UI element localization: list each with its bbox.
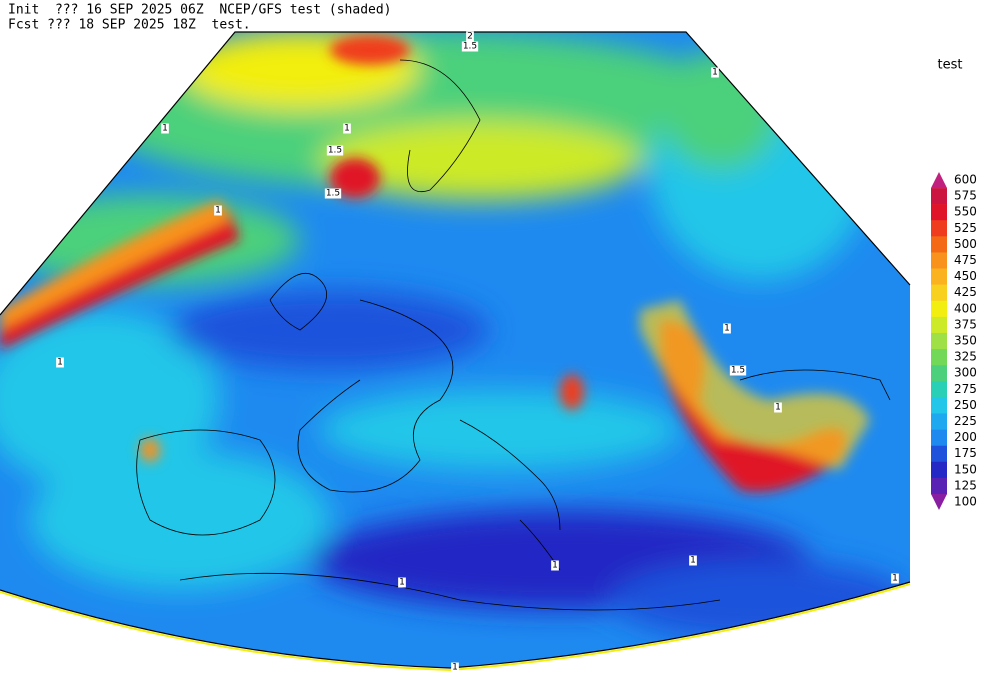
- colorbar-label: 350: [954, 334, 977, 348]
- color-swatch: [931, 236, 947, 253]
- colorbar-label: 200: [954, 430, 977, 444]
- contour-label: 2: [467, 32, 473, 42]
- contour-label: 1: [712, 68, 718, 78]
- contour-label-bg: [56, 357, 64, 368]
- colorbar-label: 300: [954, 366, 977, 380]
- map-edge: [0, 583, 911, 672]
- contour-label-bg: [551, 560, 559, 571]
- contour-label-bg: [343, 123, 351, 134]
- contour-label: 1.5: [463, 42, 477, 52]
- contour-label-bg: [161, 123, 169, 134]
- colorbar-label: 475: [954, 253, 977, 267]
- contour-label: 1.5: [328, 146, 342, 156]
- coastlines: [136, 59, 891, 611]
- colorbar-label: 375: [954, 317, 977, 331]
- colorbar-label: 225: [954, 414, 977, 428]
- color-swatch: [931, 381, 947, 398]
- colorbar-label: 400: [954, 301, 977, 315]
- color-swatch: [931, 461, 947, 479]
- contour-label-bg: [461, 41, 479, 52]
- color-swatch: [931, 397, 947, 414]
- contour-label: 1: [57, 358, 63, 368]
- colorbar-arrow: [931, 493, 947, 511]
- colorbar-label: 575: [954, 189, 977, 203]
- contour-label-bg: [729, 365, 747, 376]
- color-swatch: [931, 332, 947, 350]
- color-swatch: [931, 349, 947, 366]
- contour-label-bg: [326, 145, 344, 156]
- contour-label-bg: [324, 188, 342, 199]
- contour-label: 1: [399, 578, 405, 588]
- color-swatch: [931, 316, 947, 334]
- contour-label: 1: [344, 124, 350, 134]
- colorbar: 600 575 550 525 500 475 450 425 400 375 350 325 300 2…: [931, 171, 977, 511]
- colorbar-label: 250: [954, 398, 977, 412]
- colorbar-label: 425: [954, 285, 977, 299]
- contour-label-bg: [891, 573, 899, 584]
- colorbar-label: 500: [954, 237, 977, 251]
- contour-label: 1: [892, 574, 898, 584]
- colorbar-label: 125: [954, 478, 977, 492]
- color-swatch: [931, 252, 947, 269]
- color-swatch: [931, 220, 947, 237]
- color-swatch: [931, 445, 947, 463]
- color-swatch: [931, 204, 947, 221]
- color-swatch: [931, 300, 947, 318]
- colorbar-label: 550: [954, 205, 977, 219]
- contour-label-bg: [774, 402, 782, 413]
- contour-label-bg: [711, 67, 719, 78]
- colorbar-label: 100: [954, 495, 977, 509]
- header-line: Fcst ??? 18 SEP 2025 18Z test.: [8, 18, 251, 33]
- color-swatch: [931, 268, 947, 285]
- contour-label-bg: [466, 31, 474, 42]
- contour-label-bg: [689, 555, 697, 566]
- color-swatch: [931, 413, 947, 430]
- colorbar-title: test: [938, 58, 963, 73]
- contour-label: 1: [775, 403, 781, 413]
- colorbar-label: 600: [954, 173, 977, 187]
- colorbar-label: 525: [954, 221, 977, 235]
- contour-label: 1: [162, 124, 168, 134]
- colorbar-arrow: [931, 171, 947, 189]
- header-line: Init ??? 16 SEP 2025 06Z NCEP/GFS test (…: [8, 3, 392, 18]
- color-swatch: [931, 188, 947, 205]
- color-swatch: [931, 284, 947, 302]
- contour-label: 1: [724, 324, 730, 334]
- shaded-field: [0, 32, 910, 668]
- colorbar-label: 275: [954, 382, 977, 396]
- color-swatch: [931, 477, 947, 495]
- contour-label: 1.5: [731, 366, 745, 376]
- colorbar-label: 175: [954, 446, 977, 460]
- contour-label-bg: [398, 577, 406, 588]
- color-swatch: [931, 365, 947, 382]
- contour-label: 1: [452, 663, 458, 673]
- contour-label: 1: [552, 561, 558, 571]
- colorbar-label: 150: [954, 462, 977, 476]
- map-border: [0, 31, 911, 669]
- contour-label-bg: [451, 662, 459, 673]
- contour-label: 1.5: [326, 189, 340, 199]
- colorbar-label: 325: [954, 350, 977, 364]
- colorbar-label: 450: [954, 269, 977, 283]
- color-swatch: [931, 429, 947, 446]
- contour-label: 1: [215, 206, 221, 216]
- contour-label: 1: [690, 556, 696, 566]
- contour-label-bg: [723, 323, 731, 334]
- contour-label-bg: [214, 205, 222, 216]
